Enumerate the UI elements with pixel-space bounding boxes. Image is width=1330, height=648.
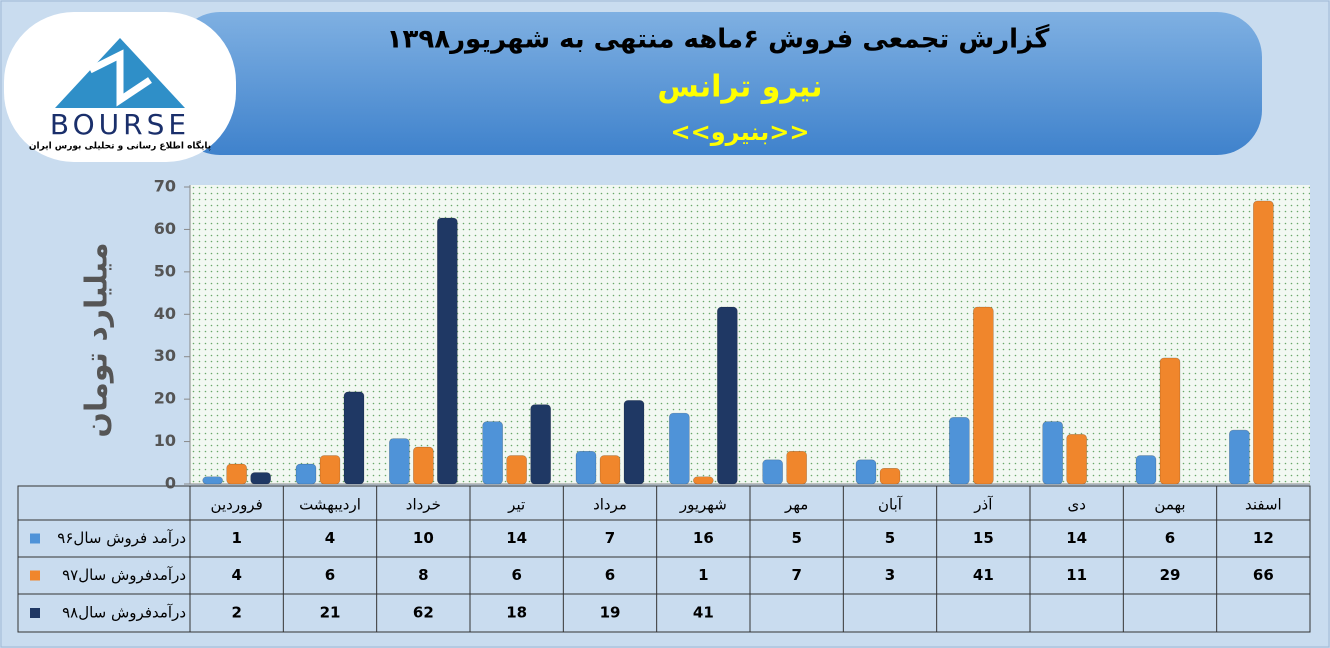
table-value: 11: [1066, 566, 1087, 584]
bar: [437, 217, 458, 485]
bar: [1253, 200, 1274, 485]
bar: [1066, 434, 1087, 485]
x-tick-label: مهر: [784, 496, 808, 514]
x-tick-label: شهریور: [679, 496, 727, 514]
bar: [879, 467, 901, 485]
bar: [575, 450, 597, 485]
y-tick-label: 30: [154, 346, 176, 365]
y-tick-label: 20: [154, 389, 176, 408]
x-tick-label: اردیبهشت: [299, 496, 361, 514]
table-value: 14: [506, 529, 527, 547]
subtitle: نیرو ترانس: [657, 70, 822, 105]
data-table: [17, 485, 1311, 633]
bar: [295, 463, 317, 485]
table-value: 66: [1253, 566, 1274, 584]
table-value: 6: [1165, 529, 1175, 547]
table-value: 15: [973, 529, 994, 547]
header: [175, 12, 1262, 155]
table-value: 3: [885, 566, 895, 584]
bar: [506, 455, 527, 485]
logo-name: BOURSE: [50, 108, 190, 141]
y-tick-label: 0: [165, 474, 176, 493]
bar: [786, 450, 807, 485]
table-value: 21: [320, 604, 341, 622]
bar: [343, 391, 365, 485]
table-value: 29: [1160, 566, 1181, 584]
x-tick-label: آبان: [878, 496, 903, 514]
y-tick-label: 50: [154, 261, 176, 280]
y-tick-label: 10: [154, 431, 176, 450]
x-tick-label: فروردین: [211, 496, 263, 514]
table-value: 1: [698, 566, 708, 584]
x-tick-label: مرداد: [593, 496, 627, 514]
table-value: 6: [605, 566, 615, 584]
y-tick-label: 70: [154, 177, 176, 196]
table-value: 19: [600, 604, 621, 622]
bar: [202, 476, 223, 485]
table-value: 12: [1253, 529, 1274, 547]
bar: [762, 459, 783, 485]
bar: [855, 459, 877, 485]
bar: [389, 438, 410, 485]
x-tick-label: تیر: [507, 496, 525, 514]
logo-tagline: پایگاه اطلاع رسانی و تحلیلی بورس ایران: [29, 140, 211, 152]
table-value: 7: [605, 529, 615, 547]
table-value: 14: [1066, 529, 1087, 547]
y-axis-label: میلیارد تومان: [80, 242, 115, 437]
title: گزارش تجمعی فروش ۶ماهه منتهی به شهریور۱۳…: [387, 24, 1051, 55]
table-value: 4: [231, 566, 241, 584]
table-value: 2: [231, 604, 241, 622]
x-tick-label: اسفند: [1245, 496, 1282, 514]
table-value: 18: [506, 604, 527, 622]
bar: [319, 455, 341, 485]
bar: [413, 446, 434, 485]
logo: BOURSE پایگاه اطلاع رسانی و تحلیلی بورس …: [4, 12, 236, 162]
table-value: 5: [791, 529, 801, 547]
bar: [1135, 455, 1157, 485]
bar: [717, 306, 738, 485]
table-value: 6: [511, 566, 521, 584]
bar: [669, 412, 690, 485]
table-value: 6: [325, 566, 335, 584]
table-value: 16: [693, 529, 714, 547]
bar: [599, 455, 621, 485]
y-tick-label: 60: [154, 219, 176, 238]
logo-mark: [88, 49, 152, 107]
table-value: 8: [418, 566, 428, 584]
table-value: 41: [973, 566, 994, 584]
table-value: 41: [693, 604, 714, 622]
bar: [250, 472, 271, 485]
table-value: 5: [885, 529, 895, 547]
bar: [226, 463, 247, 485]
bar: [530, 404, 551, 485]
bar: [949, 417, 970, 485]
table-value: 10: [413, 529, 434, 547]
bar: [973, 306, 994, 485]
legend-swatch: [30, 533, 40, 544]
x-tick-label: خرداد: [406, 496, 441, 514]
table-value: 7: [791, 566, 801, 584]
legend-swatch: [30, 570, 40, 581]
legend-label: درآمد فروش سال۹۶: [57, 529, 186, 547]
table-value: 62: [413, 604, 434, 622]
bar: [693, 476, 714, 485]
y-tick-label: 40: [154, 304, 176, 323]
bar: [623, 400, 645, 485]
table-value: 1: [231, 529, 241, 547]
x-tick-label: آذر: [973, 496, 993, 514]
legend-swatch: [30, 608, 40, 618]
bar: [482, 421, 503, 485]
symbol: <<بنیرو>>: [671, 118, 810, 146]
legend-label: درآمدفروش سال۹۷: [62, 566, 186, 584]
legend-label: درآمدفروش سال۹۸: [62, 604, 186, 622]
bar: [1042, 421, 1063, 485]
x-tick-label: بهمن: [1154, 496, 1185, 514]
table-value: 4: [325, 529, 335, 547]
x-tick-label: دی: [1067, 496, 1085, 514]
bar: [1229, 429, 1250, 485]
bar: [1159, 357, 1181, 485]
plot-area: [190, 185, 1310, 484]
